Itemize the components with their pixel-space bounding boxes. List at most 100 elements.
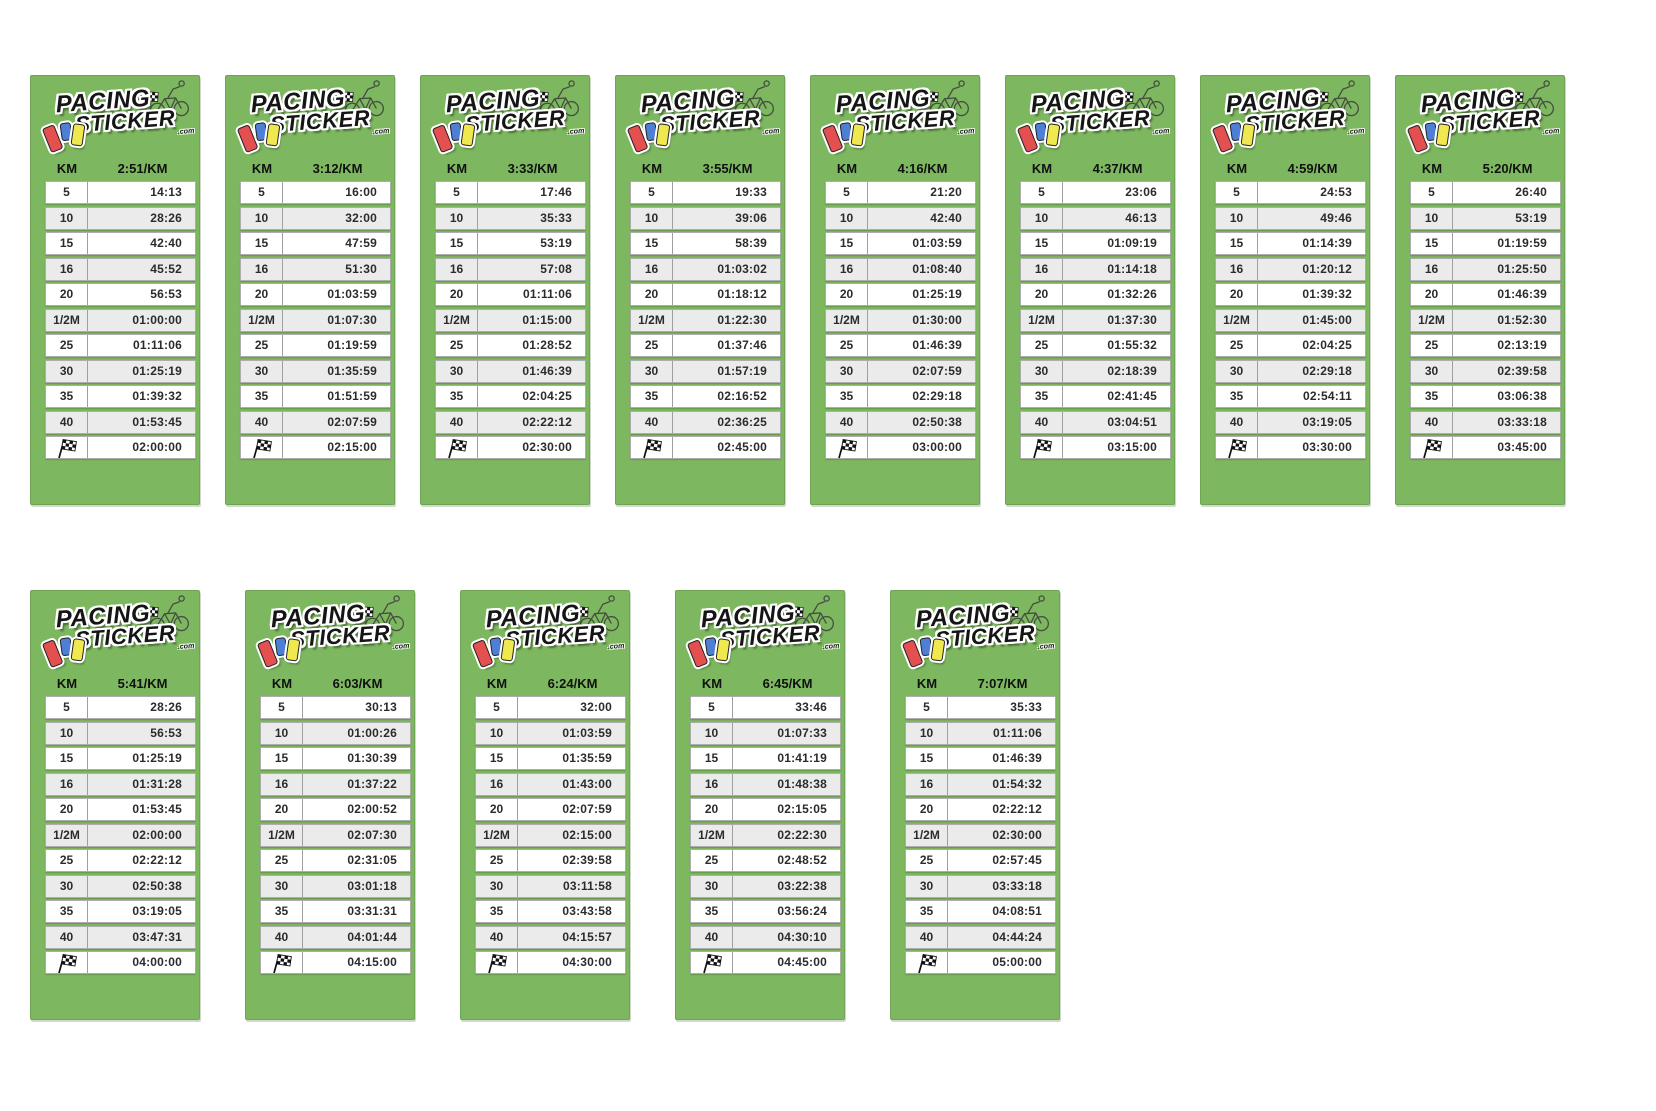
finish-row: 02:45:00 <box>630 436 781 459</box>
finish-cell <box>436 437 478 459</box>
time-cell: 01:03:59 <box>562 725 612 740</box>
split-table: 5 30:13 10 01:00:26 15 01:30:39 16 01:37… <box>260 696 411 974</box>
sticker-row-bottom: PACING STICKER .com KM 5:41/KM 5 28:26 1… <box>30 590 1656 1020</box>
time-cell: 56:53 <box>150 725 182 740</box>
time-cell: 01:25:19 <box>912 287 962 301</box>
distance-cell: 16 <box>691 773 733 795</box>
time-cell: 30:13 <box>365 700 397 714</box>
distance-cell: 15 <box>46 748 88 769</box>
checkered-patch-icon <box>340 91 354 102</box>
table-header: KM 5:20/KM <box>1410 159 1561 179</box>
logo-word-sticker: STICKER <box>1049 105 1151 138</box>
checkered-patch-icon <box>790 606 804 617</box>
distance-cell: 15 <box>826 233 868 254</box>
split-row: 1/2M 01:07:30 <box>240 308 391 332</box>
time-cell: 32:00 <box>580 700 612 714</box>
finish-cell <box>1021 437 1063 459</box>
distance-cell: 5 <box>826 182 868 203</box>
split-row: 15 42:40 <box>45 232 196 255</box>
cyclist-doodle-icon <box>340 80 385 118</box>
checkered-patch-icon <box>360 606 374 617</box>
distance-cell: 16 <box>1216 258 1258 280</box>
split-row: 5 16:00 <box>240 181 391 204</box>
distance-cell: 25 <box>1411 335 1453 356</box>
split-row: 1/2M 02:15:00 <box>475 823 626 847</box>
time-cell: 01:54:32 <box>992 776 1042 791</box>
cyclist-doodle-icon <box>575 595 620 633</box>
distance-cell: 40 <box>241 411 283 433</box>
pacing-sticker-card: PACING STICKER .com KM 4:37/KM 5 23:06 1… <box>1005 75 1175 505</box>
checkered-flag-icon <box>1227 438 1247 459</box>
distance-cell: 15 <box>1216 233 1258 254</box>
time-cell: 01:37:22 <box>347 776 397 791</box>
time-cell: 01:37:46 <box>717 338 767 352</box>
distance-cell: 10 <box>436 207 478 229</box>
checkered-patch-icon <box>1120 91 1134 102</box>
time-cell: 57:08 <box>540 261 572 276</box>
split-row: 25 01:46:39 <box>825 334 976 357</box>
time-cell: 01:18:12 <box>717 287 767 301</box>
time-cell: 02:39:58 <box>1497 363 1547 378</box>
time-cell: 03:22:38 <box>777 878 827 893</box>
time-cell: 01:39:32 <box>132 389 182 403</box>
distance-cell: 40 <box>476 926 518 948</box>
time-cell: 19:33 <box>735 185 767 199</box>
distance-cell: 20 <box>1411 284 1453 305</box>
split-row: 1/2M 01:22:30 <box>630 308 781 332</box>
time-cell: 45:52 <box>150 261 182 276</box>
distance-cell: 15 <box>46 233 88 254</box>
time-cell: 03:33:18 <box>992 878 1042 893</box>
distance-cell: 5 <box>46 697 88 718</box>
checkered-flag-icon <box>702 953 722 974</box>
finish-time-cell: 03:15:00 <box>1107 440 1157 454</box>
split-row: 5 17:46 <box>435 181 586 204</box>
split-table: 5 26:40 10 53:19 15 01:19:59 16 01:25:50… <box>1410 181 1561 459</box>
distance-cell: 16 <box>436 258 478 280</box>
time-cell: 02:00:52 <box>347 802 397 816</box>
split-table: 5 33:46 10 01:07:33 15 01:41:19 16 01:48… <box>690 696 841 974</box>
time-cell: 14:13 <box>150 185 182 199</box>
time-cell: 03:06:38 <box>1497 389 1547 403</box>
distance-cell: 16 <box>906 773 948 795</box>
km-column-header: KM <box>836 161 858 176</box>
split-row: 35 02:41:45 <box>1020 385 1171 408</box>
finish-row: 04:45:00 <box>690 951 841 974</box>
km-column-header: KM <box>1421 161 1443 176</box>
split-row: 10 28:26 <box>45 206 196 230</box>
sticker-chips <box>471 634 519 673</box>
time-cell: 01:00:00 <box>132 312 182 327</box>
time-cell: 01:19:59 <box>1497 236 1547 250</box>
split-row: 30 01:25:19 <box>45 359 196 383</box>
logo-word-sticker: STICKER <box>289 620 391 653</box>
time-cell: 01:20:12 <box>1302 261 1352 276</box>
time-cell: 01:11:06 <box>133 338 182 352</box>
split-row: 40 04:30:10 <box>690 925 841 949</box>
split-row: 40 03:04:51 <box>1020 410 1171 434</box>
checkered-patch-icon <box>1510 91 1524 102</box>
time-cell: 02:04:25 <box>1302 338 1352 352</box>
sticker-chips <box>256 634 304 673</box>
distance-cell: 5 <box>476 697 518 718</box>
split-row: 16 57:08 <box>435 257 586 281</box>
distance-cell: 15 <box>1021 233 1063 254</box>
time-cell: 01:15:00 <box>522 312 572 327</box>
pace-header: 3:55/KM <box>702 161 753 176</box>
distance-cell: 20 <box>476 799 518 820</box>
distance-cell: 5 <box>1021 182 1063 203</box>
distance-cell: 16 <box>261 773 303 795</box>
time-cell: 02:29:18 <box>912 389 962 403</box>
logo-tld: .com <box>1542 127 1560 136</box>
distance-cell: 25 <box>261 850 303 871</box>
split-row: 16 01:20:12 <box>1215 257 1366 281</box>
split-row: 40 03:19:05 <box>1215 410 1366 434</box>
split-row: 40 01:53:45 <box>45 410 196 434</box>
sticker-chips <box>1406 119 1454 158</box>
distance-cell: 35 <box>241 386 283 407</box>
finish-time-cell: 02:00:00 <box>132 440 182 454</box>
split-row: 10 01:11:06 <box>905 721 1056 745</box>
finish-cell <box>691 952 733 974</box>
distance-cell: 16 <box>46 258 88 280</box>
logo-tld: .com <box>1037 642 1055 651</box>
time-cell: 02:00:00 <box>132 827 182 842</box>
yellow-chip-icon <box>1435 123 1451 147</box>
